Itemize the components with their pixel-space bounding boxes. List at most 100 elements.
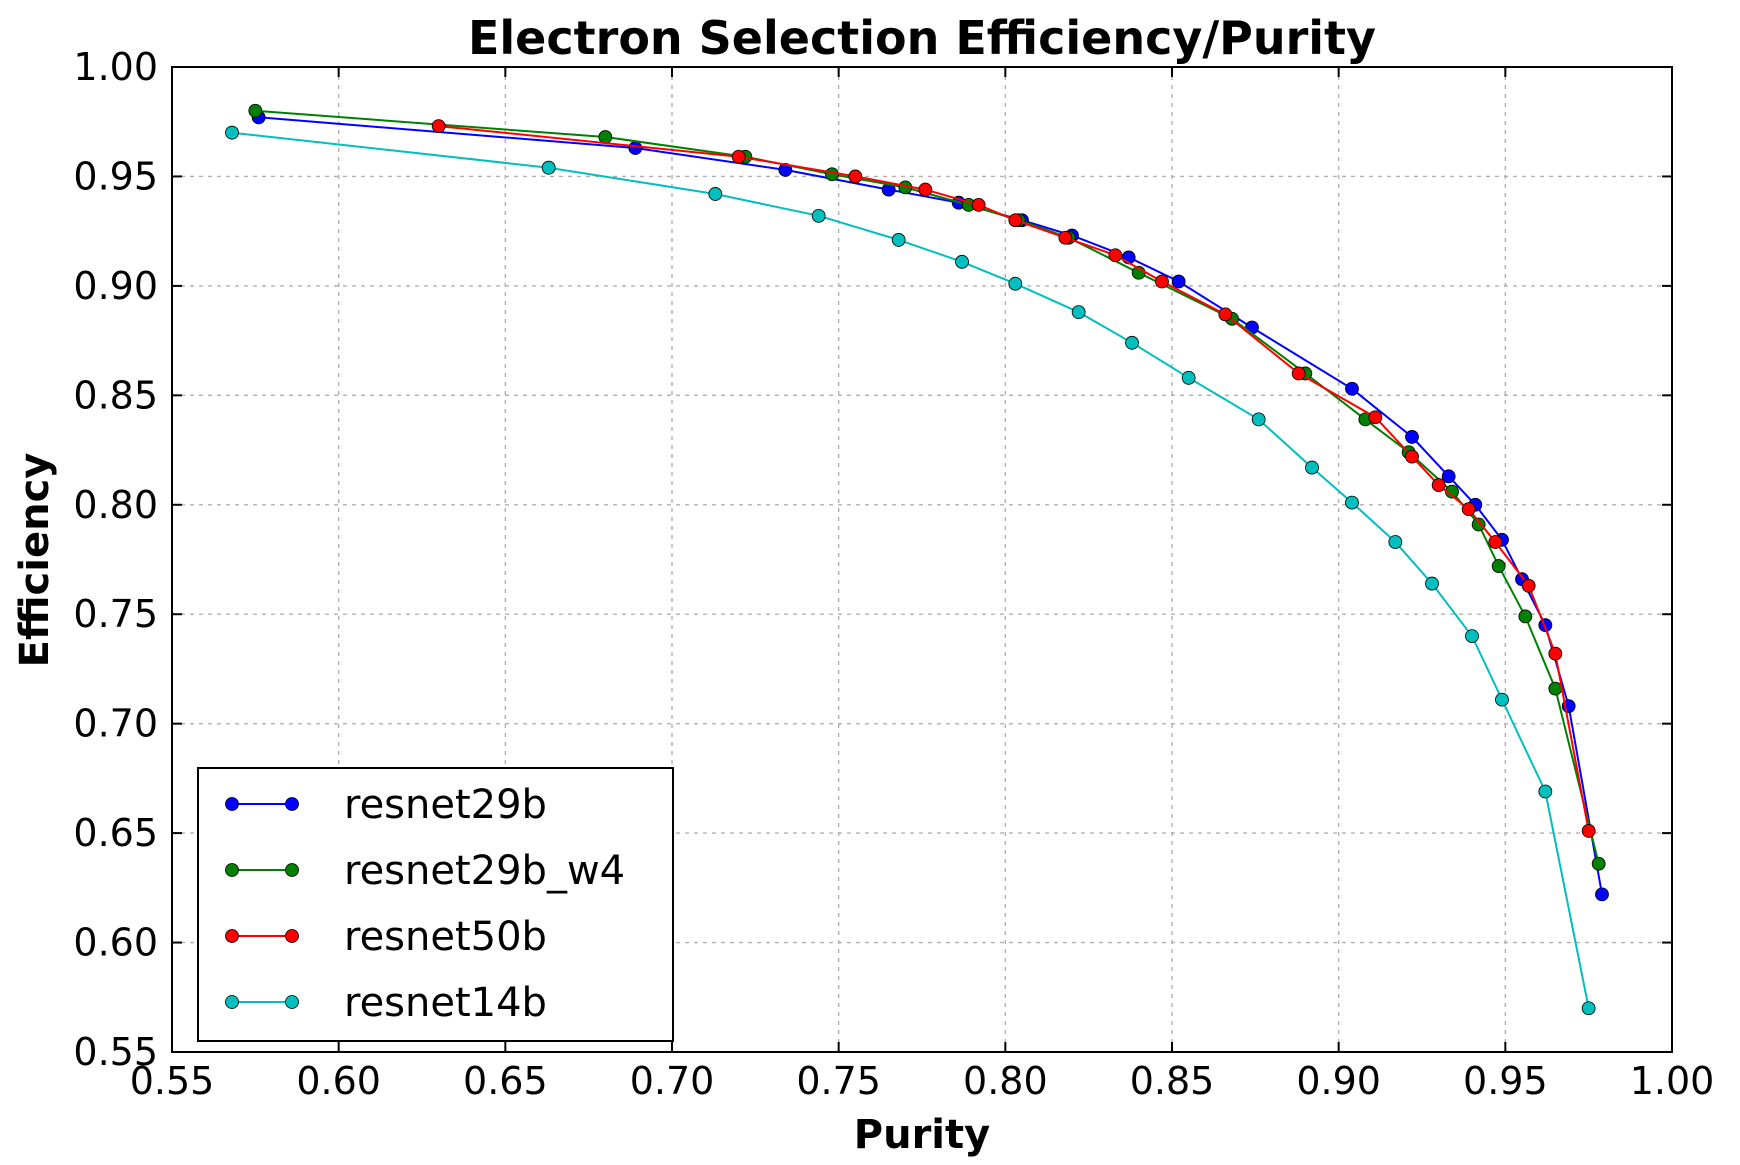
data-point <box>971 197 986 212</box>
y-tick-label: 0.70 <box>73 702 158 746</box>
data-point <box>1441 469 1456 484</box>
data-point <box>431 119 446 133</box>
data-point <box>778 162 793 177</box>
data-point <box>1291 366 1306 381</box>
series-resnet50b <box>431 119 1596 838</box>
data-point <box>918 182 933 197</box>
data-point <box>1405 449 1419 464</box>
legend-item: resnet29b <box>225 782 547 828</box>
y-tick-label: 0.75 <box>73 592 158 636</box>
legend-label: resnet50b <box>344 914 547 960</box>
legend-item: resnet50b <box>225 914 547 960</box>
legend-label: resnet29b <box>344 782 547 828</box>
data-point <box>598 130 613 144</box>
data-point <box>1581 824 1596 838</box>
data-point <box>1108 248 1123 263</box>
data-point <box>1425 576 1439 591</box>
data-point <box>1581 1001 1596 1016</box>
data-point <box>1388 535 1403 549</box>
data-point <box>1471 517 1486 532</box>
y-tick-label: 0.65 <box>73 811 158 855</box>
legend-label: resnet14b <box>344 980 547 1026</box>
data-point <box>1538 784 1553 799</box>
x-tick-label: 0.75 <box>796 1059 881 1103</box>
data-point <box>1488 535 1503 549</box>
x-tick-label: 0.80 <box>963 1059 1048 1103</box>
data-point <box>1521 578 1536 593</box>
data-point <box>1595 887 1609 902</box>
data-point <box>248 103 263 118</box>
x-tick-label: 1.00 <box>1630 1059 1715 1103</box>
legend-marker <box>225 863 239 877</box>
legend: resnet29b resnet29b_w4 resnet50b resnet14b <box>197 767 674 1042</box>
data-point <box>225 125 239 140</box>
data-point <box>1008 276 1023 291</box>
data-point <box>1155 274 1169 289</box>
legend-marker <box>285 797 299 811</box>
data-point <box>1071 305 1086 320</box>
tick-layer: 0.55 0.60 0.65 0.70 0.75 0.80 0.85 0.90 0.95 1.00… <box>73 45 1714 1103</box>
data-point <box>1345 495 1359 510</box>
y-tick-label: 0.60 <box>73 921 158 965</box>
legend-marker <box>285 863 299 877</box>
y-tick-label: 0.85 <box>73 373 158 417</box>
data-point <box>1495 692 1509 707</box>
data-point <box>891 233 906 247</box>
data-point <box>1218 307 1233 322</box>
legend-box <box>197 767 674 1042</box>
data-point <box>708 187 723 201</box>
legend-marker <box>285 929 299 943</box>
data-point <box>1591 856 1606 871</box>
legend-item: resnet29b_w4 <box>225 848 625 894</box>
legend-marker <box>225 929 239 943</box>
chart-title: Electron Selection Efficiency/Purity <box>468 11 1376 65</box>
data-point <box>955 254 969 269</box>
series-resnet29b_w4 <box>248 103 1606 871</box>
series-line <box>438 125 1590 832</box>
data-point <box>1345 381 1359 396</box>
data-point <box>1171 274 1186 289</box>
plot-area-frame <box>171 66 1673 1053</box>
data-point <box>1548 646 1563 661</box>
data-point <box>1008 213 1023 228</box>
data-point <box>811 208 826 223</box>
x-tick-label: 0.70 <box>630 1059 715 1103</box>
data-point <box>825 167 839 182</box>
series-resnet14b <box>225 125 1596 1016</box>
data-point <box>1058 230 1073 245</box>
x-tick-label: 0.65 <box>463 1059 548 1103</box>
data-point <box>541 160 556 175</box>
data-point <box>1465 629 1479 644</box>
y-tick-label: 0.80 <box>73 483 158 527</box>
y-axis-label: Efficiency <box>12 453 58 668</box>
data-point <box>1251 412 1266 427</box>
data-point <box>1125 335 1139 350</box>
data-point <box>1405 430 1419 444</box>
series-layer <box>225 103 1609 1016</box>
x-axis-label: Purity <box>854 1112 990 1158</box>
y-tick-label: 0.55 <box>73 1030 158 1074</box>
x-tick-label: 0.95 <box>1463 1059 1548 1103</box>
data-point <box>848 169 863 184</box>
legend-label: resnet29b_w4 <box>344 848 625 894</box>
legend-marker <box>285 995 299 1009</box>
legend-marker <box>225 797 239 811</box>
data-point <box>1518 609 1533 624</box>
legend-item: resnet14b <box>225 980 547 1026</box>
data-point <box>1491 559 1506 573</box>
y-tick-label: 1.00 <box>73 45 158 89</box>
legend-marker <box>225 995 239 1009</box>
series-line <box>255 109 1600 865</box>
x-tick-label: 0.85 <box>1130 1059 1215 1103</box>
x-tick-label: 0.90 <box>1296 1059 1381 1103</box>
data-point <box>1461 502 1476 517</box>
x-tick-label: 0.60 <box>296 1059 381 1103</box>
data-point <box>1305 460 1319 475</box>
data-point <box>1368 410 1383 425</box>
data-point <box>1181 370 1196 385</box>
data-point <box>1431 478 1446 492</box>
data-point <box>1548 681 1563 696</box>
data-point <box>731 149 746 164</box>
